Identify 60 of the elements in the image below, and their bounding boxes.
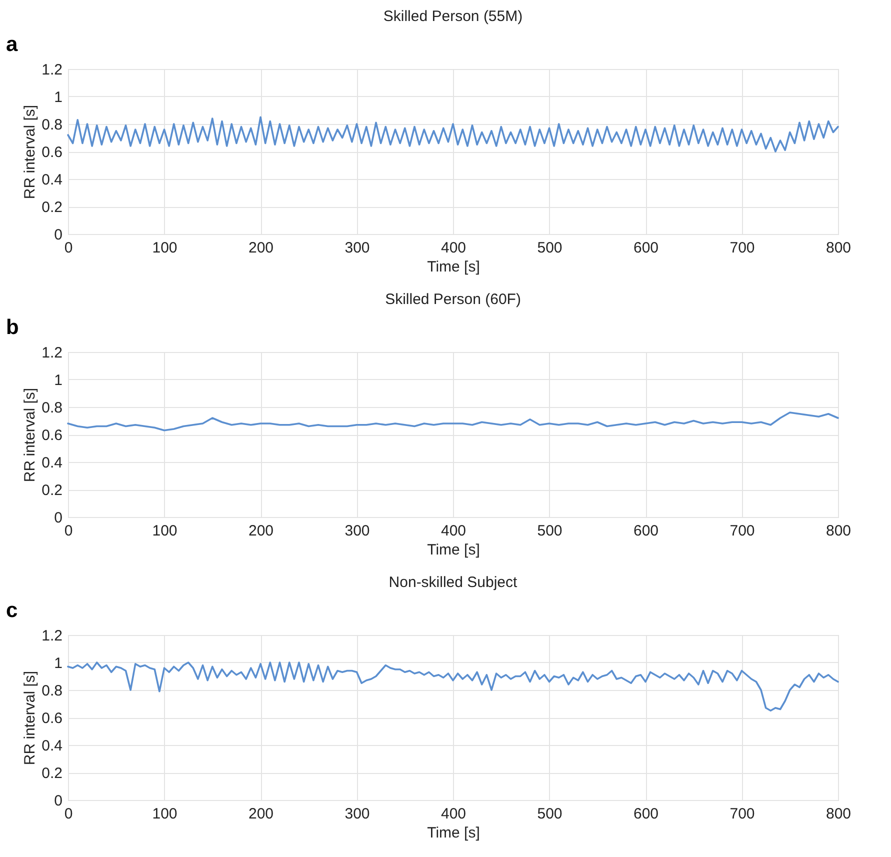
y-tick-label: 1 <box>54 655 62 672</box>
y-tick-label: 0.8 <box>42 400 62 416</box>
x-tick-label: 500 <box>537 806 562 822</box>
text: a <box>6 33 18 56</box>
x-tick-label: 800 <box>826 806 852 822</box>
y-tick-label: 0.6 <box>42 144 62 161</box>
y-tick-label: 0 <box>54 510 62 526</box>
y-axis-title: RR interval [s] <box>22 670 39 766</box>
y-tick-label: 1 <box>54 89 62 106</box>
x-tick-label: 300 <box>344 240 370 256</box>
x-tick-label: 200 <box>248 522 274 540</box>
y-tick-label: 0.2 <box>42 199 62 216</box>
x-tick-label: 300 <box>344 522 370 540</box>
x-axis-title: Time [s] <box>427 258 480 276</box>
chart-title: Skilled Person (55M) <box>383 8 523 25</box>
y-tick-label: 0.8 <box>42 116 62 134</box>
y-tick-label: 0.6 <box>42 427 62 444</box>
x-tick-label: 300 <box>344 806 370 822</box>
y-tick-label: 0.6 <box>42 710 62 727</box>
y-axis-title: RR interval [s] <box>22 104 39 200</box>
line-series <box>67 412 839 432</box>
line-series <box>67 662 839 712</box>
x-tick-label: 500 <box>537 240 562 256</box>
y-tick-label: 0 <box>54 792 62 810</box>
y-tick-label: 0.4 <box>42 454 62 472</box>
y-tick-label: 0.8 <box>42 682 62 700</box>
text: b <box>6 316 19 339</box>
x-tick-label: 600 <box>633 806 659 822</box>
x-tick-label: 400 <box>440 240 466 256</box>
y-tick-label: 1.2 <box>42 628 62 644</box>
y-tick-label: 1.2 <box>42 62 62 78</box>
x-tick-label: 100 <box>152 522 178 540</box>
x-tick-label: 200 <box>248 806 274 822</box>
chart-title: Non-skilled Subject <box>388 574 518 591</box>
chart-title: Skilled Person (60F) <box>385 291 521 308</box>
y-tick-label: 1 <box>54 372 62 389</box>
x-tick-label: 700 <box>730 522 755 540</box>
y-axis-title: RR interval [s] <box>22 388 39 482</box>
x-tick-label: 700 <box>730 240 755 256</box>
x-axis-title: Time [s] <box>427 824 480 842</box>
x-tick-label: 100 <box>152 240 178 256</box>
y-tick-label: 0.2 <box>42 765 62 782</box>
x-tick-label: 800 <box>826 522 852 540</box>
y-tick-label: 0.4 <box>42 172 62 188</box>
x-axis-title: Time [s] <box>427 542 480 558</box>
x-tick-label: 600 <box>633 240 659 256</box>
x-tick-label: 200 <box>248 240 274 256</box>
x-tick-label: 500 <box>537 522 562 540</box>
y-tick-label: 0.4 <box>42 738 62 754</box>
text: c <box>6 599 18 622</box>
line-series <box>67 116 839 152</box>
x-tick-label: 100 <box>152 806 178 822</box>
x-tick-label: 800 <box>826 240 852 256</box>
x-tick-label: 700 <box>730 806 755 822</box>
y-tick-label: 1.2 <box>42 344 62 362</box>
x-tick-label: 400 <box>440 806 466 822</box>
y-tick-label: 0 <box>54 226 62 244</box>
x-tick-label: 600 <box>633 522 659 540</box>
x-tick-label: 400 <box>440 522 466 540</box>
y-tick-label: 0.2 <box>42 482 62 499</box>
